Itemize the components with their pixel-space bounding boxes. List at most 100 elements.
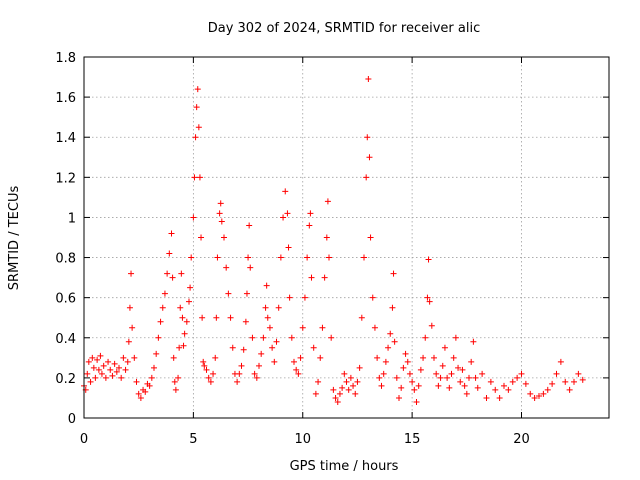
data-point: [113, 368, 120, 375]
data-point: [446, 384, 453, 391]
data-point: [217, 200, 224, 207]
data-point: [229, 344, 236, 351]
data-point: [256, 362, 262, 369]
data-point: [236, 370, 243, 377]
data-point: [310, 344, 317, 351]
data-point: [155, 334, 162, 341]
data-point: [238, 362, 245, 369]
chart-title: Day 302 of 2024, SRMTID for receiver ali…: [208, 21, 481, 36]
data-point: [496, 394, 503, 401]
data-point: [334, 398, 341, 405]
data-point: [341, 370, 348, 377]
data-point: [328, 334, 335, 341]
data-point: [124, 358, 131, 365]
data-point: [183, 318, 190, 325]
data-point: [385, 344, 392, 351]
data-point: [170, 354, 177, 361]
x-axis-label: GPS time / hours: [290, 459, 399, 474]
data-point: [323, 234, 330, 241]
data-point: [269, 344, 276, 351]
data-point: [387, 330, 394, 337]
data-point: [177, 304, 184, 311]
data-point: [364, 134, 371, 141]
y-axis-label: SRMTID / TECUs: [7, 186, 22, 291]
data-point: [227, 314, 234, 321]
data-point: [425, 256, 432, 263]
data-point: [390, 270, 397, 277]
data-point: [358, 314, 365, 321]
data-point: [277, 254, 284, 261]
data-point: [319, 324, 326, 331]
data-point: [201, 362, 208, 369]
data-point: [172, 386, 179, 393]
data-point: [306, 222, 313, 229]
data-point: [175, 374, 182, 381]
data-point: [557, 358, 564, 365]
data-point: [354, 378, 361, 385]
data-point: [492, 386, 499, 393]
data-point: [378, 382, 385, 389]
y-tick-label: 1.2: [55, 171, 76, 186]
data-point: [120, 354, 127, 361]
data-point: [198, 234, 205, 241]
x-tick-label: 20: [513, 432, 530, 447]
data-point: [199, 314, 206, 321]
data-point: [466, 374, 472, 381]
data-point: [450, 354, 457, 361]
data-point: [218, 218, 225, 225]
y-tick-label: 0.8: [55, 252, 76, 267]
data-point: [84, 370, 91, 377]
data-point: [444, 374, 451, 381]
data-point: [374, 354, 381, 361]
data-point: [468, 358, 475, 365]
data-point: [366, 154, 373, 161]
data-point: [207, 378, 214, 385]
data-point: [540, 390, 547, 397]
y-tick-label: 0.2: [55, 372, 76, 387]
data-point: [448, 370, 455, 377]
data-point: [315, 378, 322, 385]
data-point: [193, 104, 200, 111]
data-point: [94, 356, 101, 363]
data-point: [122, 366, 129, 373]
data-point: [275, 304, 282, 311]
data-point: [365, 76, 372, 83]
data-point: [339, 384, 346, 391]
data-point: [131, 354, 138, 361]
data-point: [168, 230, 175, 237]
y-tick-label: 1: [68, 211, 76, 226]
data-point: [133, 378, 140, 385]
data-point: [187, 284, 194, 291]
data-point: [549, 380, 556, 387]
data-point: [159, 304, 166, 311]
data-point: [347, 374, 354, 381]
data-point: [336, 390, 343, 397]
data-point: [98, 370, 105, 377]
data-point: [422, 334, 429, 341]
data-point: [291, 358, 297, 365]
data-point: [522, 380, 529, 387]
data-point: [247, 264, 254, 271]
data-point: [433, 370, 440, 377]
data-point: [179, 314, 186, 321]
data-point: [389, 304, 396, 311]
data-point: [90, 364, 97, 371]
data-point: [295, 370, 302, 377]
data-point: [301, 294, 308, 301]
data-point: [509, 378, 516, 385]
data-point: [411, 386, 418, 393]
data-point: [203, 366, 210, 373]
data-point: [118, 374, 125, 381]
data-point: [400, 364, 407, 371]
data-point: [527, 390, 534, 397]
data-point: [85, 358, 92, 365]
data-point: [431, 354, 437, 361]
data-point: [544, 386, 551, 393]
data-point: [371, 324, 378, 331]
data-point: [417, 366, 424, 373]
data-point: [192, 134, 199, 141]
data-point: [284, 210, 291, 217]
data-point: [210, 370, 217, 377]
plot-frame: [83, 56, 610, 419]
